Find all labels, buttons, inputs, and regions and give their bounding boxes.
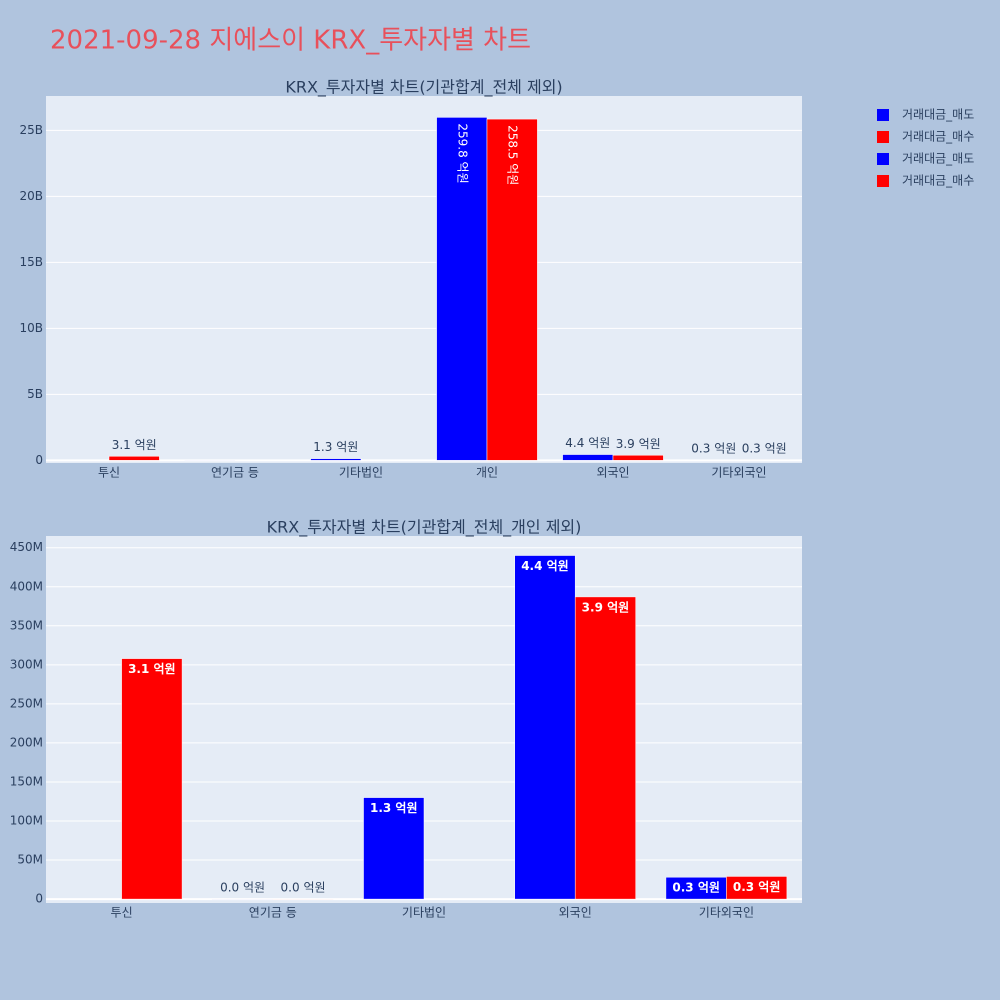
bar <box>574 596 636 900</box>
y-tick-label: 10B <box>19 321 43 335</box>
y-tick-label: 0 <box>35 453 43 467</box>
y-tick-label: 250M <box>10 696 43 710</box>
y-tick-label: 300M <box>10 657 43 671</box>
bar <box>310 458 362 461</box>
data-label: 0.3 억원 <box>691 441 736 455</box>
data-label: 4.4 억원 <box>565 436 610 450</box>
y-tick-label: 5B <box>27 387 43 401</box>
bar <box>562 454 614 461</box>
data-label: 3.1 억원 <box>128 662 176 676</box>
y-tick-label: 20B <box>19 189 43 203</box>
data-label: 3.9 억원 <box>616 437 661 451</box>
x-tick-label: 외국인 <box>559 906 592 920</box>
x-tick-label: 투신 <box>111 906 133 920</box>
x-tick-label: 투신 <box>98 466 120 480</box>
data-label: 0.3 억원 <box>672 881 720 895</box>
chart-title: KRX_투자자별 차트(기관합계_전체 제외) <box>285 78 562 98</box>
legend-label[interactable]: 거래대금_매도 <box>902 152 974 166</box>
bar <box>738 459 790 461</box>
legend-swatch[interactable] <box>877 131 889 143</box>
y-tick-label: 15B <box>19 255 43 269</box>
legend-swatch[interactable] <box>877 175 889 187</box>
data-label: 1.3 억원 <box>370 801 418 815</box>
legend-label[interactable]: 거래대금_매도 <box>902 108 974 122</box>
data-label: 0.3 억원 <box>733 880 781 894</box>
y-tick-label: 0 <box>35 892 43 906</box>
y-tick-label: 50M <box>17 853 43 867</box>
bar <box>184 460 236 462</box>
y-tick-label: 350M <box>10 618 43 632</box>
bar <box>514 555 576 900</box>
legend-label[interactable]: 거래대금_매수 <box>902 130 974 144</box>
bar <box>363 797 425 900</box>
y-tick-label: 100M <box>10 814 43 828</box>
legend-swatch[interactable] <box>877 153 889 165</box>
x-tick-label: 개인 <box>476 466 498 480</box>
data-label: 4.4 억원 <box>521 559 569 573</box>
y-tick-label: 450M <box>10 540 43 554</box>
x-tick-label: 기타법인 <box>339 466 383 480</box>
data-label: 3.9 억원 <box>582 600 630 614</box>
x-tick-label: 외국인 <box>596 466 629 480</box>
data-label: 0.0 억원 <box>281 881 326 895</box>
bar <box>688 459 740 461</box>
plot-area <box>46 96 802 463</box>
data-label: 259.8 억원 <box>455 123 469 183</box>
bar <box>272 898 334 900</box>
x-tick-label: 기타법인 <box>402 906 446 920</box>
legend-swatch[interactable] <box>877 109 889 121</box>
bar <box>726 876 788 900</box>
legend-label[interactable]: 거래대금_매수 <box>902 174 974 188</box>
bar <box>612 455 664 461</box>
data-label: 0.0 억원 <box>220 881 265 895</box>
bar <box>486 118 538 461</box>
data-label: 3.1 억원 <box>112 438 157 452</box>
x-tick-label: 연기금 등 <box>211 466 259 480</box>
x-tick-label: 연기금 등 <box>249 906 297 920</box>
chart-title: KRX_투자자별 차트(기관합계_전체_개인 제외) <box>267 518 582 538</box>
y-tick-label: 150M <box>10 774 43 788</box>
y-tick-label: 25B <box>19 123 43 137</box>
x-tick-label: 기타외국인 <box>699 906 754 920</box>
data-label: 0.3 억원 <box>742 441 787 455</box>
y-tick-label: 200M <box>10 735 43 749</box>
data-label: 1.3 억원 <box>313 440 358 454</box>
bar <box>121 658 183 900</box>
data-label: 258.5 억원 <box>506 125 520 185</box>
x-tick-label: 기타외국인 <box>711 466 766 480</box>
page-title: 2021-09-28 지에스이 KRX_투자자별 차트 <box>50 26 531 56</box>
bar <box>212 898 274 900</box>
y-tick-label: 400M <box>10 579 43 593</box>
bar <box>108 456 160 461</box>
